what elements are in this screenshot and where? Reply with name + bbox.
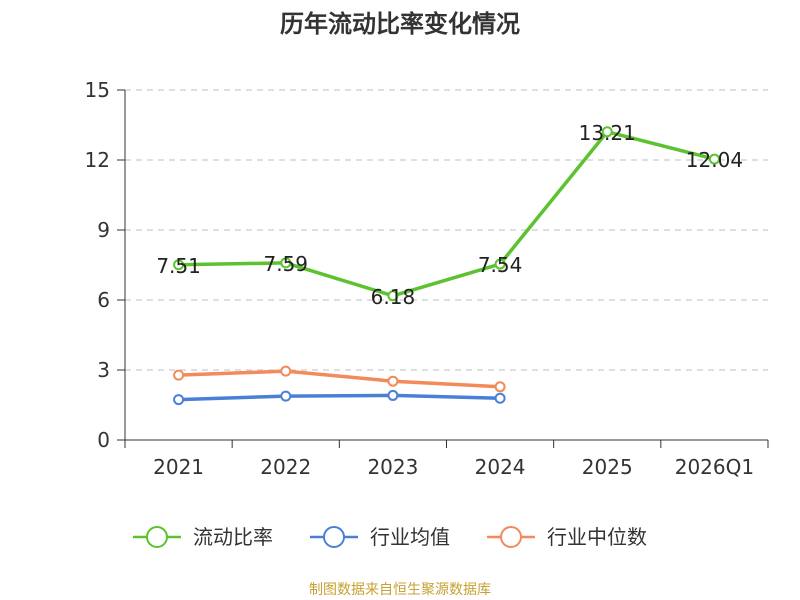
data-point-current-ratio xyxy=(173,259,185,271)
data-label: 7.54 xyxy=(478,253,523,277)
y-tick-label: 3 xyxy=(97,358,110,382)
source-note: 制图数据来自恒生聚源数据库 xyxy=(309,582,491,598)
y-tick-label: 0 xyxy=(97,428,110,452)
x-tick-label: 2024 xyxy=(475,455,526,479)
series-line-current-ratio xyxy=(176,130,717,298)
y-tick-label: 15 xyxy=(85,78,110,102)
legend-label: 流动比率 xyxy=(193,525,273,549)
data-label: 6.18 xyxy=(371,285,416,309)
legend: 流动比率 行业均值 行业中位数 xyxy=(133,525,647,549)
data-point-industry-median xyxy=(494,381,506,393)
data-point-industry-average xyxy=(387,389,399,401)
legend-label: 行业中位数 xyxy=(547,525,647,549)
legend-label: 行业均值 xyxy=(370,525,450,549)
data-point-current-ratio xyxy=(280,257,292,269)
data-point-current-ratio xyxy=(708,153,720,165)
axes: 0 3 6 9 12 15 2021 2022 2023 2024 2025 2026Q1 xyxy=(85,78,769,479)
legend-marker-current-ratio xyxy=(146,526,168,548)
legend-marker-industry-median xyxy=(500,526,522,548)
x-tick-label: 2026Q1 xyxy=(675,455,754,479)
x-tick-label: 2022 xyxy=(260,455,311,479)
data-label: 7.51 xyxy=(156,254,201,278)
data-point-current-ratio xyxy=(601,126,613,138)
grid-lines xyxy=(125,89,768,371)
data-point-industry-average xyxy=(280,390,292,402)
series-line-industry-average xyxy=(176,393,502,402)
data-label: 7.59 xyxy=(263,252,308,276)
series-line-industry-median xyxy=(176,369,502,389)
data-label: 12.04 xyxy=(686,148,743,172)
chart-title: 历年流动比率变化情况 xyxy=(280,10,520,38)
y-tick-label: 9 xyxy=(97,218,110,242)
data-label: 13.21 xyxy=(579,121,636,145)
x-tick-label: 2021 xyxy=(153,455,204,479)
y-tick-label: 6 xyxy=(97,288,110,312)
y-tick-label: 12 xyxy=(85,148,110,172)
legend-marker-industry-average xyxy=(323,526,345,548)
data-point-industry-average xyxy=(494,392,506,404)
series-layer xyxy=(173,126,720,406)
data-labels: 7.51 7.59 6.18 7.54 13.21 12.04 xyxy=(156,121,743,309)
data-point-current-ratio xyxy=(494,258,506,270)
x-tick-label: 2023 xyxy=(367,455,418,479)
x-tick-label: 2025 xyxy=(582,455,633,479)
data-point-industry-average xyxy=(173,394,185,406)
data-point-industry-median xyxy=(280,365,292,377)
data-point-industry-median xyxy=(387,375,399,387)
data-point-industry-median xyxy=(173,369,185,381)
data-point-current-ratio xyxy=(387,290,399,302)
